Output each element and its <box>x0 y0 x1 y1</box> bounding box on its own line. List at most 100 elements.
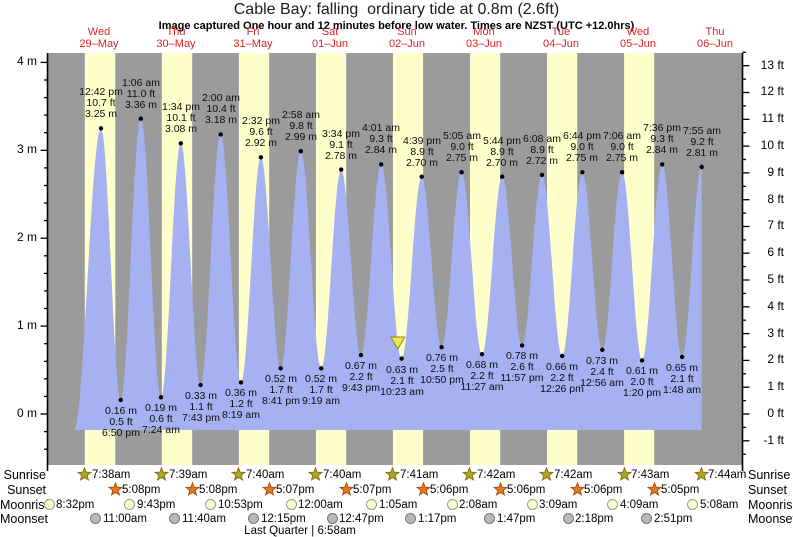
axis-label-ft: 10 ft <box>760 138 784 152</box>
sunset-icon <box>647 482 662 496</box>
sunrise-icon <box>462 467 477 481</box>
sunrise-time: 7:41am <box>400 469 439 481</box>
sunrise-time: 7:40am <box>246 469 285 481</box>
tide-high-label: 12:42 pm 10.7 ft 3.25 m <box>79 86 123 120</box>
tide-point-dot <box>198 382 203 388</box>
tide-point-dot <box>278 366 283 371</box>
sunrise-icon <box>231 467 246 481</box>
axis-label-ft: 12 ft <box>760 84 784 98</box>
moonrise-time: 9:43pm <box>137 499 176 511</box>
tide-high-label: 4:01 am 9.3 ft 2.84 m <box>362 122 400 156</box>
axis-label-ft: 8 ft <box>767 192 784 206</box>
tide-low-label: 0.33 m 1.1 ft 7:43 pm <box>182 390 220 424</box>
tide-point-dot <box>298 149 303 154</box>
moonrise-icon <box>124 499 135 510</box>
moonrise-icon <box>366 499 377 510</box>
moonset-icon <box>248 513 259 524</box>
sunset-time: 5:06pm <box>584 484 623 496</box>
tide-high-label: 2:32 pm 9.6 ft 2.92 m <box>242 115 280 149</box>
tide-point-dot <box>619 170 625 175</box>
moonset-icon <box>484 513 495 524</box>
axis-label-m: 2 m <box>16 230 37 244</box>
sunrise-time: 7:40am <box>323 469 362 481</box>
tide-low-label: 0.67 m 2.2 ft 9:43 pm <box>342 360 380 394</box>
sunrise-icon <box>308 467 323 481</box>
sunrise-icon <box>154 467 169 481</box>
day-label: Fri 31–May <box>233 26 273 50</box>
axis-label-ft: 11 ft <box>761 111 784 125</box>
day-label: Thu 30–May <box>156 26 196 50</box>
axis-label-ft: 5 ft <box>767 272 784 286</box>
astro-row-label-moonrise-left: Moonrise <box>0 498 52 512</box>
sunrise-time: 7:39am <box>169 469 208 481</box>
tide-low-label: 0.73 m 2.4 ft 12:56 am <box>580 355 624 389</box>
day-label: Sat 01–Jun <box>311 26 349 50</box>
sunrise-icon <box>539 467 554 481</box>
tide-point-dot <box>539 172 545 178</box>
axis-label-ft: 4 ft <box>767 299 784 313</box>
sunset-icon <box>493 482 508 496</box>
sunrise-time: 7:43am <box>631 469 670 481</box>
tide-point-dot <box>500 174 505 179</box>
sunset-time: 5:07pm <box>276 484 315 496</box>
sunrise-time: 7:42am <box>477 469 516 481</box>
day-label: Tue 04–Jun <box>542 26 580 50</box>
tide-point-dot <box>98 126 104 131</box>
tide-high-label: 2:58 am 9.8 ft 2.99 m <box>282 109 320 143</box>
axis-label-ft: 13 ft <box>760 58 784 72</box>
day-label: Wed 05–Jun <box>619 26 657 50</box>
tide-low-label: 0.52 m 1.7 ft 9:19 am <box>302 373 340 407</box>
tide-point-dot <box>399 356 404 361</box>
moonset-icon <box>405 513 416 524</box>
tide-point-dot <box>519 343 525 348</box>
sunrise-icon <box>385 467 400 481</box>
moonset-time: 1:17pm <box>418 513 457 525</box>
axis-label-m: 1 m <box>16 318 37 332</box>
moonrise-time: 12:00am <box>298 499 343 511</box>
tide-point-dot <box>699 164 704 170</box>
axis-label-ft: 0 ft <box>767 406 784 420</box>
day-label: Wed 29–May <box>79 26 119 50</box>
axis-label-ft: 7 ft <box>767 218 784 232</box>
tide-low-label: 0.68 m 2.2 ft 11:27 am <box>460 359 504 393</box>
tide-high-label: 4:39 pm 8.9 ft 2.70 m <box>403 135 441 169</box>
tide-point-dot <box>238 380 244 385</box>
astro-row-label-moonrise-right: Moonrise <box>748 498 793 512</box>
tide-low-label: 0.66 m 2.2 ft 12:26 pm <box>540 361 584 395</box>
moonrise-time: 2:08am <box>459 499 498 511</box>
tide-low-label: 0.63 m 2.1 ft 10:23 am <box>380 364 424 398</box>
sunrise-icon <box>694 467 709 481</box>
now-marker-icon <box>389 336 406 350</box>
day-label: Thu 06–Jun <box>696 26 734 50</box>
moonrise-time: 4:09am <box>620 499 659 511</box>
moonrise-icon <box>687 499 698 510</box>
axis-label-ft: 9 ft <box>767 165 784 179</box>
tide-point-dot <box>600 347 605 352</box>
tide-low-label: 0.19 m 0.6 ft 7:24 am <box>142 402 180 436</box>
astro-row-label-sunrise-right: Sunrise <box>748 468 791 482</box>
sunrise-icon <box>617 467 632 481</box>
moonset-icon <box>563 513 574 524</box>
moonrise-time: 1:05am <box>379 499 418 511</box>
tide-high-label: 7:55 am 9.2 ft 2.81 m <box>683 125 721 159</box>
sunrise-time: 7:44am <box>708 469 747 481</box>
axis-label-ft: -1 ft <box>763 433 784 447</box>
sunrise-icon <box>77 467 92 481</box>
sunset-time: 5:05pm <box>661 484 700 496</box>
moon-phase-footer: Last Quarter | 6:58am <box>244 525 356 537</box>
astro-row-label-sunrise-left: Sunrise <box>3 468 46 482</box>
sunset-icon <box>185 482 200 496</box>
tide-low-label: 0.16 m 0.5 ft 6:50 pm <box>102 405 140 439</box>
moonset-icon <box>90 513 101 524</box>
tide-low-label: 0.52 m 1.7 ft 8:41 pm <box>262 373 300 407</box>
tide-high-label: 2:00 am 10.4 ft 3.18 m <box>202 92 240 126</box>
tide-high-label: 6:44 pm 9.0 ft 2.75 m <box>563 130 601 164</box>
tide-point-dot <box>118 397 123 403</box>
moonset-time: 1:47pm <box>497 513 536 525</box>
astro-row-label-moonset-left: Moonset <box>0 512 48 526</box>
sunset-time: 5:08pm <box>122 484 161 496</box>
tide-point-dot <box>560 353 565 359</box>
tide-point-dot <box>138 116 143 121</box>
moonrise-time: 3:09am <box>539 499 578 511</box>
